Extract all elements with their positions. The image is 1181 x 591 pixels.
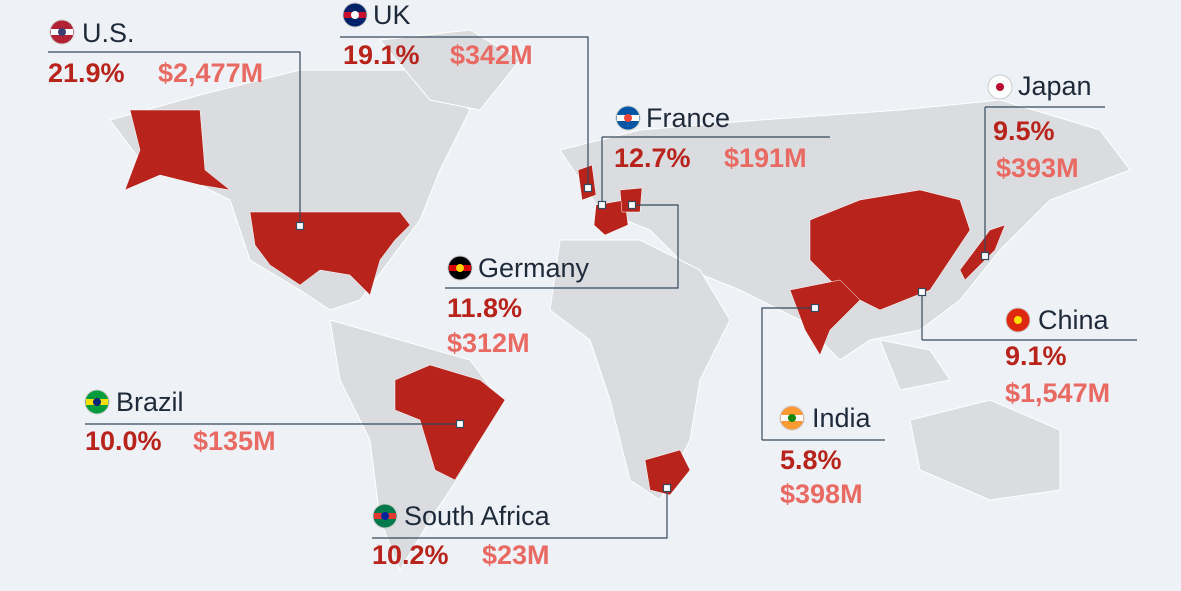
share: 9.5% [993, 116, 1055, 146]
share: 12.7% [614, 143, 691, 173]
share: 19.1% [343, 40, 420, 70]
flag-mark [456, 264, 464, 272]
country-name: U.S. [82, 18, 135, 48]
anchor-dot [295, 221, 305, 231]
revenue: $342M [450, 40, 533, 70]
leader-line [372, 488, 668, 539]
anchor-dot [662, 483, 672, 493]
share: 10.0% [85, 426, 162, 456]
revenue: $393M [996, 153, 1079, 183]
revenue: $191M [724, 143, 807, 173]
anchor-dot [455, 419, 465, 429]
revenue: $135M [193, 426, 276, 456]
flag-mark [788, 414, 796, 422]
leader-line [921, 292, 1137, 341]
labels: U.S. 21.9% $2,477M UK 19.1% $342M France 12.7% $… [48, 0, 1137, 570]
anchor-dot [980, 251, 990, 261]
country-name: India [812, 403, 872, 433]
leader-line [761, 307, 885, 441]
revenue: $2,477M [158, 58, 263, 88]
highlighted-countries [124, 109, 1006, 496]
anchor-dot [810, 303, 820, 313]
leader-line [601, 136, 830, 205]
leader-line [984, 106, 1105, 256]
revenue: $1,547M [1005, 378, 1110, 408]
flag-mark [996, 83, 1004, 91]
revenue: $312M [447, 328, 530, 358]
flag-mark [381, 512, 389, 520]
share: 21.9% [48, 58, 125, 88]
anchor-dot [597, 200, 607, 210]
share: 9.1% [1005, 341, 1067, 371]
revenue: $23M [482, 540, 550, 570]
flag-mark [1014, 316, 1022, 324]
revenue: $398M [780, 479, 863, 509]
leader-line [48, 51, 301, 226]
anchor-dot [627, 200, 637, 210]
country-name: South Africa [404, 501, 551, 531]
country-name: UK [373, 0, 411, 30]
flag-mark [624, 114, 632, 122]
share: 5.8% [780, 445, 842, 475]
country-name: China [1038, 305, 1110, 335]
share: 10.2% [372, 540, 449, 570]
share: 11.8% [447, 293, 522, 323]
anchor-dot [917, 287, 927, 297]
leader-line [445, 204, 679, 289]
country-name: Japan [1018, 71, 1092, 101]
anchor-dot [583, 183, 593, 193]
country-name: Brazil [116, 387, 184, 417]
country-name: France [646, 103, 730, 133]
flag-mark [58, 28, 66, 36]
country-name: Germany [478, 253, 590, 283]
flag-mark [351, 11, 359, 19]
flag-mark [93, 398, 101, 406]
leader-line [340, 36, 589, 188]
